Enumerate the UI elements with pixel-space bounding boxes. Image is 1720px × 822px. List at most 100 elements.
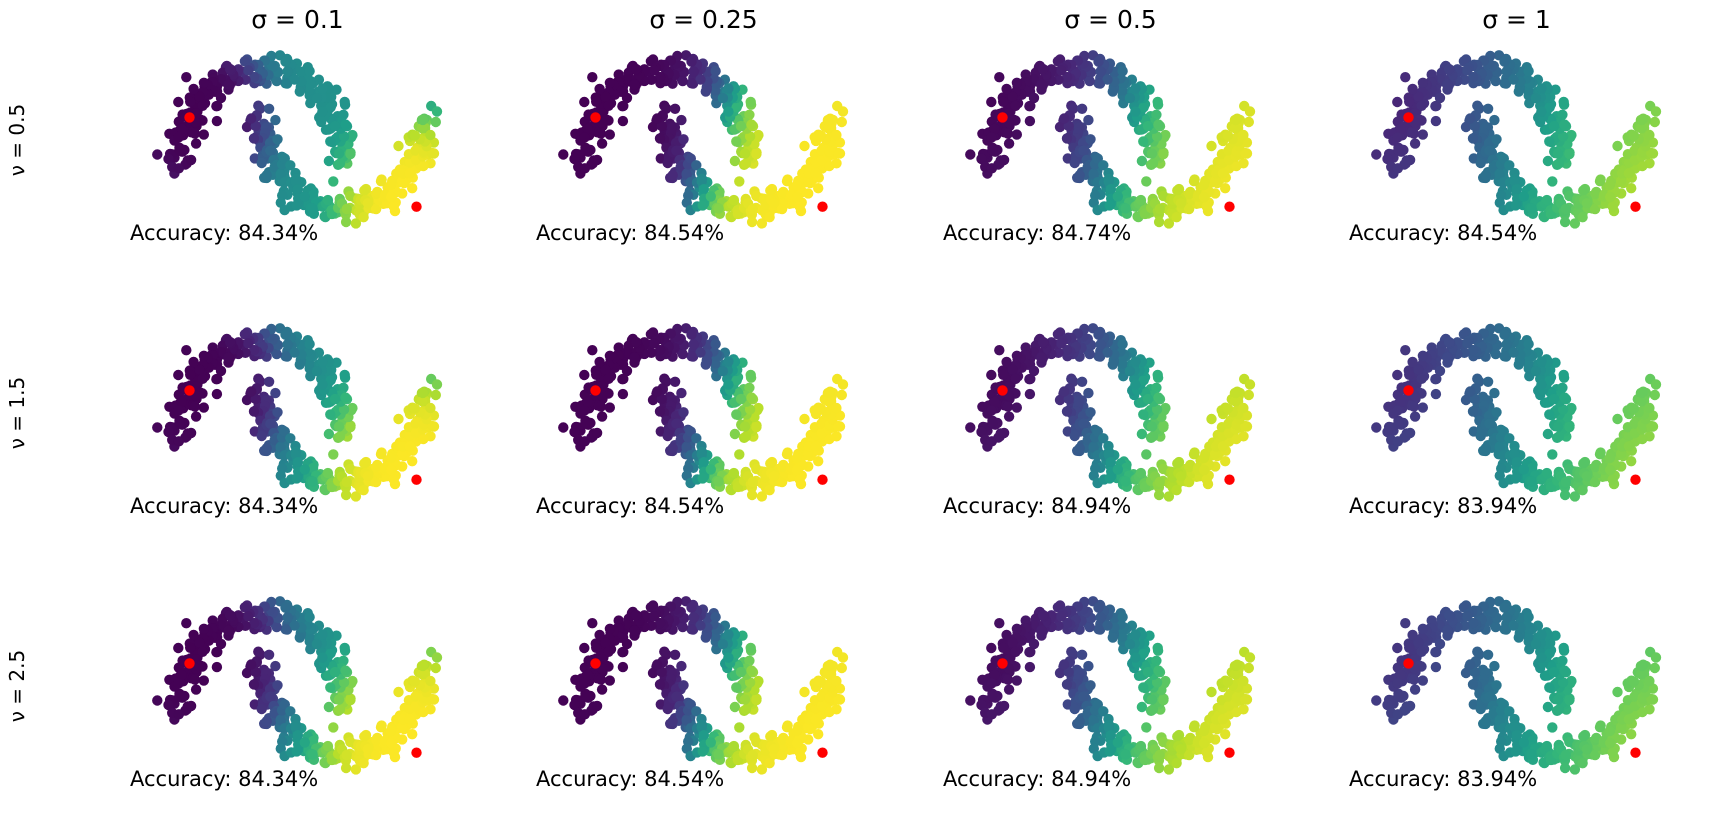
data-point (1024, 374, 1035, 385)
data-point (1604, 452, 1616, 464)
data-point (1499, 329, 1510, 340)
data-point (836, 116, 847, 128)
data-point (713, 203, 724, 214)
data-point (1117, 338, 1128, 350)
data-point (629, 79, 640, 90)
data-point (1490, 75, 1501, 87)
data-point (1172, 185, 1183, 196)
data-point (1644, 402, 1655, 414)
data-point (1510, 200, 1521, 211)
data-point (1085, 134, 1096, 145)
data-point (1553, 158, 1565, 169)
data-point (345, 694, 356, 706)
data-point (686, 78, 697, 89)
accuracy-label: Accuracy: 84.34% (130, 221, 318, 245)
data-point (1142, 120, 1154, 132)
data-point (362, 471, 374, 482)
labeled-point (997, 112, 1008, 123)
data-point (188, 629, 199, 641)
data-point (662, 430, 673, 442)
data-point (359, 731, 370, 742)
data-point (669, 376, 681, 387)
data-point (580, 144, 591, 156)
data-point (1407, 356, 1418, 368)
data-point (734, 722, 745, 733)
accuracy-label: Accuracy: 83.94% (1349, 494, 1537, 518)
data-point (965, 422, 976, 433)
data-point (1612, 140, 1623, 152)
data-point (734, 449, 745, 460)
data-point (1443, 336, 1455, 348)
data-point (304, 65, 315, 77)
data-point (1217, 441, 1229, 452)
data-point (325, 682, 336, 693)
data-point (686, 56, 697, 67)
labeled-point (997, 385, 1008, 396)
data-point (1462, 338, 1473, 349)
data-point (299, 737, 310, 748)
data-point (1508, 347, 1519, 358)
data-point (263, 103, 275, 115)
data-point (1136, 155, 1148, 167)
data-point (728, 740, 740, 752)
data-point (1409, 411, 1421, 422)
data-point (791, 725, 803, 737)
data-point (998, 369, 1009, 380)
data-point (272, 407, 283, 418)
data-point (345, 190, 356, 202)
data-point (223, 79, 234, 90)
data-point (686, 329, 697, 340)
data-point (649, 65, 660, 76)
data-point (1095, 66, 1106, 77)
data-point (299, 464, 310, 475)
data-point (1003, 138, 1015, 149)
panel: Accuracy: 84.94% (943, 323, 1256, 518)
data-point (1093, 329, 1104, 340)
data-point (799, 140, 810, 152)
data-point (340, 665, 351, 676)
data-point (223, 352, 234, 363)
data-point (662, 703, 673, 715)
data-point (1093, 351, 1104, 362)
data-point (1024, 115, 1036, 127)
data-point (198, 77, 210, 89)
data-point (1084, 75, 1095, 87)
data-point (358, 212, 369, 223)
labeled-point (411, 201, 422, 212)
data-point (591, 96, 602, 108)
data-point (1069, 157, 1080, 169)
data-point (740, 431, 752, 442)
data-point (311, 365, 323, 377)
data-point (739, 694, 751, 705)
data-point (404, 168, 416, 179)
data-point (794, 747, 805, 758)
data-point (1465, 386, 1476, 397)
data-point (375, 449, 387, 460)
data-point (307, 203, 318, 214)
data-point (173, 405, 184, 416)
data-point (1230, 114, 1242, 126)
data-point (173, 369, 184, 381)
data-point (697, 746, 708, 757)
data-point (317, 106, 328, 117)
data-point (1158, 421, 1169, 433)
data-point (1198, 179, 1210, 191)
data-point (731, 409, 742, 420)
data-point (1442, 79, 1453, 90)
labeled-point (1630, 474, 1641, 485)
data-point (1649, 116, 1661, 128)
data-point (591, 369, 602, 380)
data-point (1117, 65, 1128, 77)
data-point (289, 620, 300, 631)
data-point (289, 347, 300, 358)
data-point (723, 379, 734, 390)
data-point (431, 379, 443, 390)
data-point (329, 120, 341, 132)
accuracy-label: Accuracy: 84.54% (536, 221, 724, 245)
data-point (323, 428, 335, 440)
data-point (1430, 374, 1441, 385)
data-point (243, 611, 254, 622)
data-point (735, 666, 747, 678)
data-point (333, 148, 345, 159)
data-point (1024, 101, 1035, 112)
